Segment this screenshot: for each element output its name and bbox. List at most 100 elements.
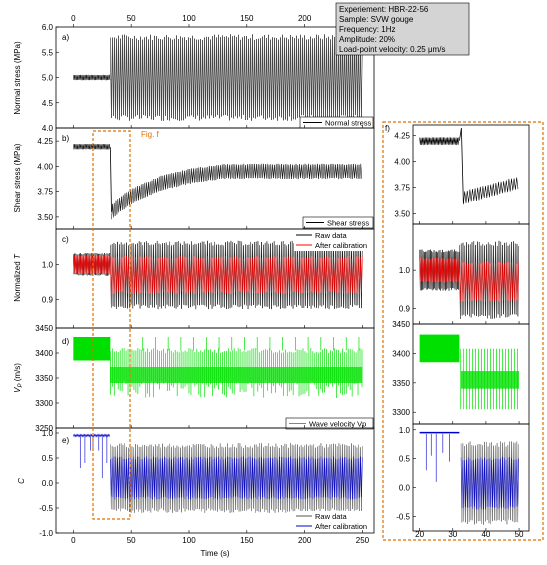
f-x-tick-label: 30 xyxy=(448,530,457,539)
f-y-tick-label: 3.75 xyxy=(394,184,410,193)
f-y-tick-label: 0.0 xyxy=(399,484,411,493)
f-y-tick-label: 3.50 xyxy=(394,210,410,219)
normal-stress-series xyxy=(110,34,363,121)
panel-label-d: d) xyxy=(62,337,69,346)
y-tick-label: 1.0 xyxy=(42,260,54,269)
y-tick-label: 6.0 xyxy=(42,23,54,32)
f1-shear-pre xyxy=(419,137,460,146)
y-tick-label: 3400 xyxy=(35,349,53,358)
norm-t-cal-pre xyxy=(73,254,111,274)
f-x-tick-label: 40 xyxy=(481,530,490,539)
f-y-tick-label: -0.5 xyxy=(396,513,410,522)
y-tick-label: 4.25 xyxy=(37,137,53,146)
legend-entry-a: Normal stress xyxy=(325,119,372,128)
y-tick-label: 0.9 xyxy=(42,296,54,305)
info-line-2: Sample: SVW gouge xyxy=(339,15,414,24)
plot-e-traces xyxy=(73,433,363,513)
panel-label-b: b) xyxy=(62,134,69,143)
f-x-tick-label: 20 xyxy=(415,530,424,539)
plot-f-traces xyxy=(419,128,520,525)
y-tick-label: 3250 xyxy=(35,424,53,433)
y-axis-label-b: Shear stress (MPa) xyxy=(13,143,22,212)
y-tick-label: -0.5 xyxy=(39,504,53,513)
x-axis-label: Time (s) xyxy=(200,549,229,558)
f-y-tick-label: 0.9 xyxy=(399,305,411,314)
norm-t-cal-series xyxy=(110,255,363,294)
f2-raw-series xyxy=(459,240,520,320)
fig-f-highlight-box xyxy=(92,130,131,520)
y-tick-label: 4.0 xyxy=(42,124,54,133)
c-cal-series xyxy=(110,456,363,500)
plot-d-traces xyxy=(73,337,363,398)
plot-b-traces xyxy=(73,143,362,220)
f4-cal-series xyxy=(460,456,519,510)
f-y-tick-label: 3450 xyxy=(392,320,410,329)
shear-stress-series xyxy=(111,163,362,220)
f-x-tick-label: 50 xyxy=(515,530,524,539)
legend-entry-e-raw: Raw data xyxy=(315,512,348,521)
f1-shear-series xyxy=(463,177,519,205)
f3-vp-band xyxy=(460,371,520,389)
vp-pre-block xyxy=(73,337,111,361)
x-tick-label-bottom: 150 xyxy=(240,536,254,545)
panel-f4-frame xyxy=(412,423,530,532)
plot-c-traces xyxy=(73,240,363,310)
x-tick-label-bottom: 50 xyxy=(127,536,136,545)
f-y-tick-label: 3350 xyxy=(392,379,410,388)
f2-cal-series xyxy=(459,261,520,303)
f-y-tick-label: 1.0 xyxy=(399,266,411,275)
x-tick-label-bottom: 200 xyxy=(298,536,312,545)
panel-label-e: e) xyxy=(62,436,69,445)
y-axis-label-c: Normalized T xyxy=(13,253,22,302)
info-line-3: Frequency: 1Hz xyxy=(339,25,395,34)
y-tick-label: 5.5 xyxy=(42,48,54,57)
x-tick-label-bottom: 100 xyxy=(182,536,196,545)
fig-f-annotation: Fig. f xyxy=(141,130,160,139)
f-y-tick-label: 4.00 xyxy=(394,157,410,166)
f3-vp-pre xyxy=(419,334,460,363)
y-tick-label: 4.00 xyxy=(37,162,53,171)
vp-upper-spikes xyxy=(142,337,360,351)
panel-label-a: a) xyxy=(62,33,69,42)
f-y-tick-label: 4.25 xyxy=(394,131,410,140)
panel-f: 3.50 3.75 4.00 4.25 0.9 1.0 3300 3350 3400 3450 -0… xyxy=(392,124,530,539)
y-tick-label: 4.5 xyxy=(42,99,54,108)
shear-stress-drop xyxy=(109,147,112,212)
x-tick-label-bottom: 250 xyxy=(356,536,370,545)
x-tick-label-top: 200 xyxy=(298,14,312,23)
legend-a: Normal stress xyxy=(299,116,374,129)
panel-label-f: f) xyxy=(385,124,390,133)
panel-e: e) C Raw data After calibration xyxy=(17,427,375,534)
shear-stress-pre xyxy=(73,143,111,150)
normal-stress-pre xyxy=(73,74,111,81)
c-cal-pre xyxy=(73,433,111,438)
f2-cal-pre xyxy=(419,257,460,283)
f-y-tick-label: 3300 xyxy=(392,408,410,417)
f2-raw-pre xyxy=(419,249,460,291)
f-y-tick-label: 0.5 xyxy=(399,455,411,464)
y-axis-label-d: VP (m/s) xyxy=(13,363,24,393)
y-tick-label: -1.0 xyxy=(39,529,53,538)
legend-entry-c-cal: After calibration xyxy=(315,241,367,250)
info-line-4: Amplitude: 20% xyxy=(339,35,395,44)
f4-pre-dips xyxy=(425,433,450,482)
y-tick-label: 3350 xyxy=(35,374,53,383)
f1-shear-drop xyxy=(460,128,464,204)
y-tick-label: 3.50 xyxy=(37,213,53,222)
x-tick-label-top: 50 xyxy=(127,14,136,23)
y-tick-label: 0.5 xyxy=(42,454,54,463)
legend-c: Raw data After calibration xyxy=(294,230,373,251)
panel-f-ticks: 3.50 3.75 4.00 4.25 0.9 1.0 3300 3350 3400 3450 -0… xyxy=(392,131,524,539)
y-tick-label: 3450 xyxy=(35,324,53,333)
legend-entry-c-raw: Raw data xyxy=(315,231,348,240)
legend-b: Shear stress xyxy=(302,216,374,229)
legend-entry-d: Wave velocity Vp xyxy=(309,420,366,429)
info-line-1: Experiement: HBR-22-56 xyxy=(339,5,429,14)
c-pre-dips xyxy=(79,436,108,478)
y-tick-label: 3.75 xyxy=(37,188,53,197)
y-tick-label: 0.0 xyxy=(42,479,54,488)
y-axis-label-e: C xyxy=(17,478,26,484)
y-tick-label: 1.0 xyxy=(42,429,54,438)
panel-f-outline xyxy=(382,121,544,541)
